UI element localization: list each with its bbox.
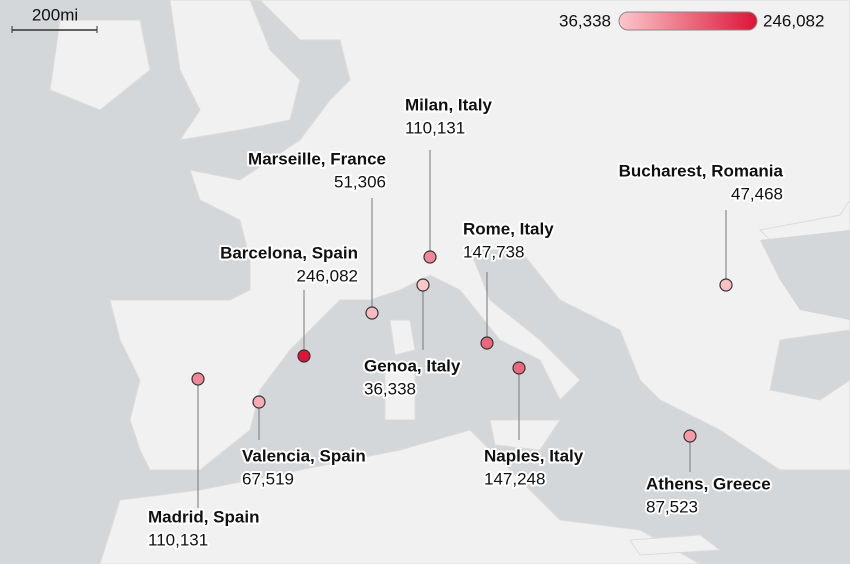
city-value: 147,248: [484, 469, 545, 488]
city-marker: [683, 429, 697, 443]
scale-bar: 200mi: [11, 5, 98, 33]
scale-label: 200mi: [32, 5, 78, 24]
city-value: 147,738: [463, 242, 524, 261]
city-name: Bucharest, Romania: [619, 161, 784, 180]
crete: [629, 534, 722, 556]
city-marker: [719, 278, 733, 292]
city-value: 87,523: [646, 497, 698, 516]
city-marker: [252, 395, 266, 409]
city-name: Valencia, Spain: [242, 446, 366, 465]
city-value: 47,468: [731, 184, 783, 203]
city-name: Rome, Italy: [463, 219, 554, 238]
city-name: Milan, Italy: [405, 95, 492, 114]
black-sea: [760, 230, 850, 320]
city-name: Genoa, Italy: [364, 356, 461, 375]
city-value: 51,306: [334, 172, 386, 191]
city-marker: [512, 361, 526, 375]
sicily: [489, 419, 561, 451]
legend-min: 36,338: [559, 11, 611, 30]
city-value: 36,338: [364, 379, 416, 398]
city-marker: [423, 250, 437, 264]
city-name: Naples, Italy: [484, 446, 584, 465]
city-name: Marseille, France: [248, 149, 386, 168]
city-marker: [297, 349, 311, 363]
city-name: Madrid, Spain: [148, 507, 259, 526]
sardinia: [384, 369, 416, 421]
corsica: [389, 319, 416, 356]
legend-max: 246,082: [763, 11, 824, 30]
ireland: [49, 19, 151, 111]
city-marker: [416, 278, 430, 292]
city-name: Barcelona, Spain: [220, 243, 358, 262]
city-name: Athens, Greece: [646, 474, 771, 493]
city-value: 110,131: [148, 530, 208, 549]
legend-gradient: [618, 11, 758, 31]
city-value: 67,519: [242, 469, 294, 488]
city-marker: [365, 306, 379, 320]
mainland: [109, 0, 850, 471]
city-marker: [191, 372, 205, 386]
city-value: 110,131: [405, 118, 465, 137]
city-marker: [480, 336, 494, 350]
land: [49, 0, 850, 564]
legend: 36,338 246,082: [559, 11, 824, 31]
city-value: 246,082: [297, 266, 358, 285]
britain: [169, 0, 301, 141]
